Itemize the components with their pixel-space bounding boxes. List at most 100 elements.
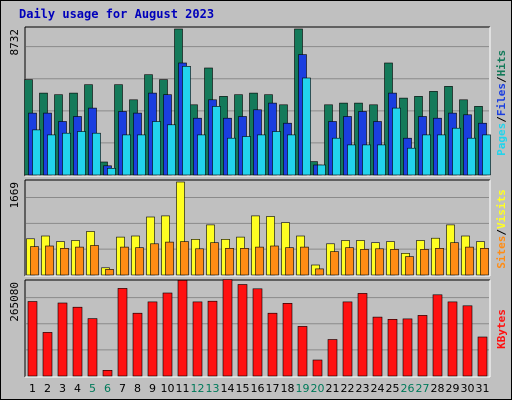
bar-sites-day-23 xyxy=(360,249,369,276)
bar-sites-day-9 xyxy=(150,243,159,276)
x-tick-day-25: 25 xyxy=(386,382,400,395)
legend-sites: Sites xyxy=(495,236,508,269)
bar-pages-day-13 xyxy=(212,106,221,176)
bar-kbytes-day-3 xyxy=(57,302,68,377)
bar-kbytes-day-21 xyxy=(327,339,338,377)
bar-sites-day-28 xyxy=(435,248,444,276)
bar-pages-day-16 xyxy=(257,134,266,176)
bar-sites-day-31 xyxy=(480,248,489,276)
bar-sites-day-12 xyxy=(195,248,204,276)
x-tick-day-24: 24 xyxy=(371,382,385,395)
bar-pages-day-27 xyxy=(422,134,431,176)
bar-pages-day-21 xyxy=(332,137,341,176)
bar-kbytes-day-14 xyxy=(222,279,233,377)
x-tick-day-22: 22 xyxy=(341,382,355,395)
bar-kbytes-day-8 xyxy=(132,312,143,377)
x-tick-day-12: 12 xyxy=(191,382,205,395)
x-tick-day-28: 28 xyxy=(431,382,445,395)
bar-sites-day-24 xyxy=(375,248,384,276)
x-tick-day-30: 30 xyxy=(461,382,475,395)
x-tick-day-9: 9 xyxy=(149,382,156,395)
x-tick-day-27: 27 xyxy=(416,382,430,395)
bar-kbytes-day-1 xyxy=(27,301,38,377)
bar-sites-day-6 xyxy=(105,269,114,276)
bar-sites-day-11 xyxy=(180,241,189,276)
bar-sites-day-25 xyxy=(390,249,399,276)
bar-pages-day-7 xyxy=(122,134,131,176)
bar-pages-day-8 xyxy=(137,134,146,176)
bar-pages-day-11 xyxy=(182,66,191,176)
x-tick-day-29: 29 xyxy=(446,382,460,395)
bar-sites-day-1 xyxy=(30,246,39,276)
y-max-label: 8732 xyxy=(8,29,21,56)
bar-sites-day-3 xyxy=(60,248,69,276)
x-tick-day-3: 3 xyxy=(59,382,66,395)
bar-kbytes-day-25 xyxy=(387,318,398,377)
bar-pages-day-23 xyxy=(362,144,371,176)
bar-sites-day-18 xyxy=(285,247,294,276)
bar-pages-day-26 xyxy=(407,147,416,176)
legend-separator: / xyxy=(495,229,508,236)
legend: Pages/Files/Hits xyxy=(495,50,508,156)
chart-title: Daily usage for August 2023 xyxy=(19,7,215,21)
bar-pages-day-20 xyxy=(317,164,326,176)
legend: Sites/Visits xyxy=(495,189,508,269)
bar-pages-day-25 xyxy=(392,107,401,176)
panel-kbytes: 265080 KBytes xyxy=(8,279,508,378)
bar-kbytes-day-4 xyxy=(72,306,83,377)
bar-kbytes-day-29 xyxy=(447,301,458,377)
x-tick-day-7: 7 xyxy=(119,382,126,395)
x-tick-day-16: 16 xyxy=(251,382,265,395)
bar-pages-day-14 xyxy=(227,137,236,176)
bar-kbytes-day-7 xyxy=(117,288,128,377)
bar-kbytes-day-26 xyxy=(402,318,413,377)
bar-pages-day-22 xyxy=(347,144,356,176)
bar-pages-day-2 xyxy=(47,134,56,176)
x-tick-day-19: 19 xyxy=(296,382,310,395)
bar-sites-day-7 xyxy=(120,246,129,276)
bar-pages-day-31 xyxy=(482,134,491,176)
bar-pages-day-30 xyxy=(467,137,476,176)
x-tick-day-15: 15 xyxy=(236,382,250,395)
bar-kbytes-day-6 xyxy=(102,369,113,377)
x-tick-day-5: 5 xyxy=(89,382,96,395)
bar-pages-day-4 xyxy=(77,131,86,176)
bar-kbytes-day-15 xyxy=(237,284,248,377)
bar-sites-day-17 xyxy=(270,245,279,276)
bar-pages-day-12 xyxy=(197,134,206,176)
bar-kbytes-day-17 xyxy=(267,312,278,377)
x-tick-day-26: 26 xyxy=(401,382,415,395)
legend-separator: / xyxy=(495,76,508,83)
legend-pages: Pages xyxy=(495,123,508,156)
x-tick-day-31: 31 xyxy=(476,382,490,395)
bar-kbytes-day-19 xyxy=(297,326,308,377)
x-tick-day-4: 4 xyxy=(74,382,81,395)
bar-sites-day-16 xyxy=(255,246,264,276)
bar-sites-day-10 xyxy=(165,241,174,276)
bar-kbytes-day-24 xyxy=(372,316,383,377)
bar-kbytes-day-5 xyxy=(87,318,98,377)
bar-sites-day-13 xyxy=(210,242,219,276)
bar-pages-day-10 xyxy=(167,124,176,176)
panel-visits-sites: 1669 Sites/Visits xyxy=(8,179,508,277)
bar-sites-day-30 xyxy=(465,246,474,276)
legend-hits: Hits xyxy=(495,50,508,77)
y-max-label: 265080 xyxy=(8,282,21,322)
legend-visits: Visits xyxy=(495,189,508,229)
bar-pages-day-24 xyxy=(377,144,386,176)
x-tick-day-6: 6 xyxy=(104,382,111,395)
bar-sites-day-14 xyxy=(225,248,234,276)
bar-kbytes-day-2 xyxy=(42,332,53,377)
x-tick-day-21: 21 xyxy=(326,382,340,395)
x-tick-day-23: 23 xyxy=(356,382,370,395)
bar-pages-day-28 xyxy=(437,134,446,176)
legend: KBytes xyxy=(495,309,508,349)
bar-sites-day-19 xyxy=(300,246,309,276)
bar-pages-day-15 xyxy=(242,136,251,176)
bar-pages-day-17 xyxy=(272,131,281,176)
bar-kbytes-day-9 xyxy=(147,301,158,377)
bar-kbytes-day-28 xyxy=(432,294,443,377)
x-tick-day-17: 17 xyxy=(266,382,280,395)
